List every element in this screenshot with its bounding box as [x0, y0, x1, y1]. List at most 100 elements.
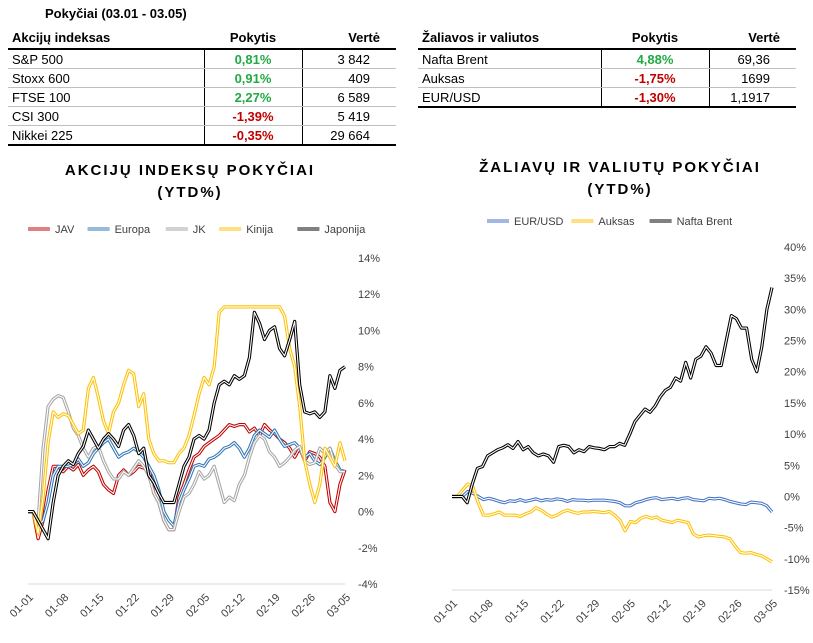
- legend-item: Kinija: [219, 224, 274, 236]
- x-tick-label: 03-05: [325, 592, 353, 620]
- x-tick-label: 02-05: [184, 592, 212, 620]
- x-tick-label: 02-19: [254, 592, 282, 620]
- y-tick-label: -10%: [784, 554, 810, 566]
- index-name: FTSE 100: [8, 87, 205, 107]
- index-row: Stoxx 600 0,91% 409: [8, 68, 396, 88]
- index-value: 5 419: [302, 106, 396, 126]
- index-name: CSI 300: [8, 106, 205, 126]
- y-tick-label: 10%: [784, 429, 806, 441]
- y-tick-label: -5%: [784, 523, 804, 535]
- x-tick-label: 01-15: [78, 592, 106, 620]
- index-value: 3 842: [302, 49, 396, 69]
- series-line: [28, 310, 346, 541]
- y-tick-label: 20%: [784, 367, 806, 379]
- y-tick-label: 35%: [784, 273, 806, 285]
- legend-item: Europa: [87, 224, 151, 236]
- index-value: 409: [302, 68, 396, 88]
- index-row: CSI 300 -1,39% 5 419: [8, 106, 396, 126]
- legend-item: JAV: [28, 224, 75, 236]
- x-tick-label: 01-29: [149, 592, 177, 620]
- series-inner: [452, 490, 773, 513]
- y-tick-label: 4%: [358, 434, 374, 446]
- x-tick-label: 01-22: [113, 592, 141, 620]
- y-tick-label: 30%: [784, 304, 806, 316]
- x-tick-label: 01-01: [8, 592, 36, 620]
- commodity-row: Nafta Brent 4,88% 69,36: [418, 49, 796, 69]
- series-inner: [452, 483, 773, 563]
- commodity-name: EUR/USD: [418, 87, 602, 108]
- x-tick-label: 01-22: [538, 598, 566, 626]
- commodity-change: -1,75%: [601, 68, 710, 88]
- legend-item: EUR/USD: [487, 216, 564, 228]
- series-inner: [452, 287, 773, 504]
- x-tick-label: 02-12: [645, 598, 673, 626]
- index-change: 0,91%: [204, 68, 303, 88]
- legend-item: JK: [165, 224, 207, 236]
- series-line: [28, 394, 345, 532]
- x-tick-label: 01-29: [574, 598, 602, 626]
- y-tick-label: 10%: [358, 325, 380, 337]
- index-row: Nikkei 225 -0,35% 29 664: [8, 125, 396, 146]
- y-tick-label: 0%: [358, 507, 374, 519]
- commodity-name: Nafta Brent: [418, 49, 602, 69]
- x-tick-label: 02-05: [610, 598, 638, 626]
- series-line: [452, 287, 774, 505]
- indices-table: Akcijų indeksas Pokytis Vertė S&P 500 0,8…: [8, 26, 396, 146]
- y-tick-label: 14%: [358, 253, 380, 265]
- y-tick-label: 15%: [784, 398, 806, 410]
- index-value: 6 589: [302, 87, 396, 107]
- commodity-value: 1,1917: [709, 87, 796, 108]
- series-inner: [28, 395, 345, 531]
- commodity-name: Auksas: [418, 68, 602, 88]
- series-line: [28, 305, 347, 535]
- legend-item: Auksas: [571, 216, 635, 228]
- commodity-change: 4,88%: [601, 49, 710, 69]
- x-tick-label: 01-08: [43, 592, 71, 620]
- y-tick-label: 8%: [358, 362, 374, 374]
- x-tick-label: 02-26: [290, 592, 318, 620]
- x-tick-label: 02-26: [716, 598, 744, 626]
- legend-label: EUR/USD: [514, 216, 564, 228]
- x-tick-label: 01-01: [432, 598, 460, 626]
- legend-label: JK: [193, 224, 207, 236]
- series-outer: [452, 287, 774, 505]
- y-tick-label: -2%: [358, 543, 378, 555]
- series-line: [452, 489, 774, 514]
- y-tick-label: 5%: [784, 460, 800, 472]
- series-inner: [28, 429, 346, 527]
- y-tick-label: 12%: [358, 289, 380, 301]
- commodity-row: Auksas -1,75% 1699: [418, 68, 796, 88]
- commodity-row: EUR/USD -1,30% 1,1917: [418, 87, 796, 108]
- commodity-change: -1,30%: [601, 87, 710, 108]
- commodities-fx-chart: EUR/USD Auksas Nafta Brent 40% 35% 30% 25% 20% 1…: [432, 216, 810, 626]
- legend-label: Europa: [115, 224, 151, 236]
- legend-label: Japonija: [324, 224, 366, 236]
- y-tick-label: -15%: [784, 585, 810, 597]
- legend-label: Nafta Brent: [677, 216, 733, 228]
- series-line: [28, 428, 346, 528]
- index-change: -1,39%: [204, 106, 303, 126]
- y-tick-label: 25%: [784, 336, 806, 348]
- equity-indices-chart: JAV Europa JK Kinija Japonija 14% 12% 10% 8% 6% 4%…: [8, 224, 380, 620]
- commodities-header-name: Žaliavos ir valiutos: [418, 26, 601, 50]
- legend-label: Auksas: [598, 216, 635, 228]
- indices-table-header: Akcijų indeksas Pokytis Vertė: [8, 26, 396, 50]
- legend-item: Nafta Brent: [649, 216, 733, 228]
- x-tick-label: 03-05: [752, 598, 780, 626]
- x-tick-label: 01-08: [467, 598, 495, 626]
- index-row: FTSE 100 2,27% 6 589: [8, 87, 396, 107]
- index-row: S&P 500 0,81% 3 842: [8, 49, 396, 69]
- left-chart-title: AKCIJŲ INDEKSŲ POKYČIAI: [64, 162, 316, 179]
- series-outer: [452, 482, 773, 564]
- index-change: 0,81%: [204, 49, 303, 69]
- x-tick-label: 01-15: [503, 598, 531, 626]
- right-chart-subtitle: (YTD%): [587, 181, 653, 198]
- index-name: Nikkei 225: [8, 125, 205, 146]
- y-tick-label: 0%: [784, 491, 800, 503]
- y-tick-label: 40%: [784, 242, 806, 254]
- y-tick-label: 2%: [358, 470, 374, 482]
- index-change: -0,35%: [204, 125, 303, 146]
- commodity-value: 1699: [709, 68, 796, 88]
- week-title: Pokyčiai (03.01 - 03.05): [45, 6, 187, 21]
- right-chart-title: ŽALIAVŲ IR VALIUTŲ POKYČIAI: [479, 159, 761, 176]
